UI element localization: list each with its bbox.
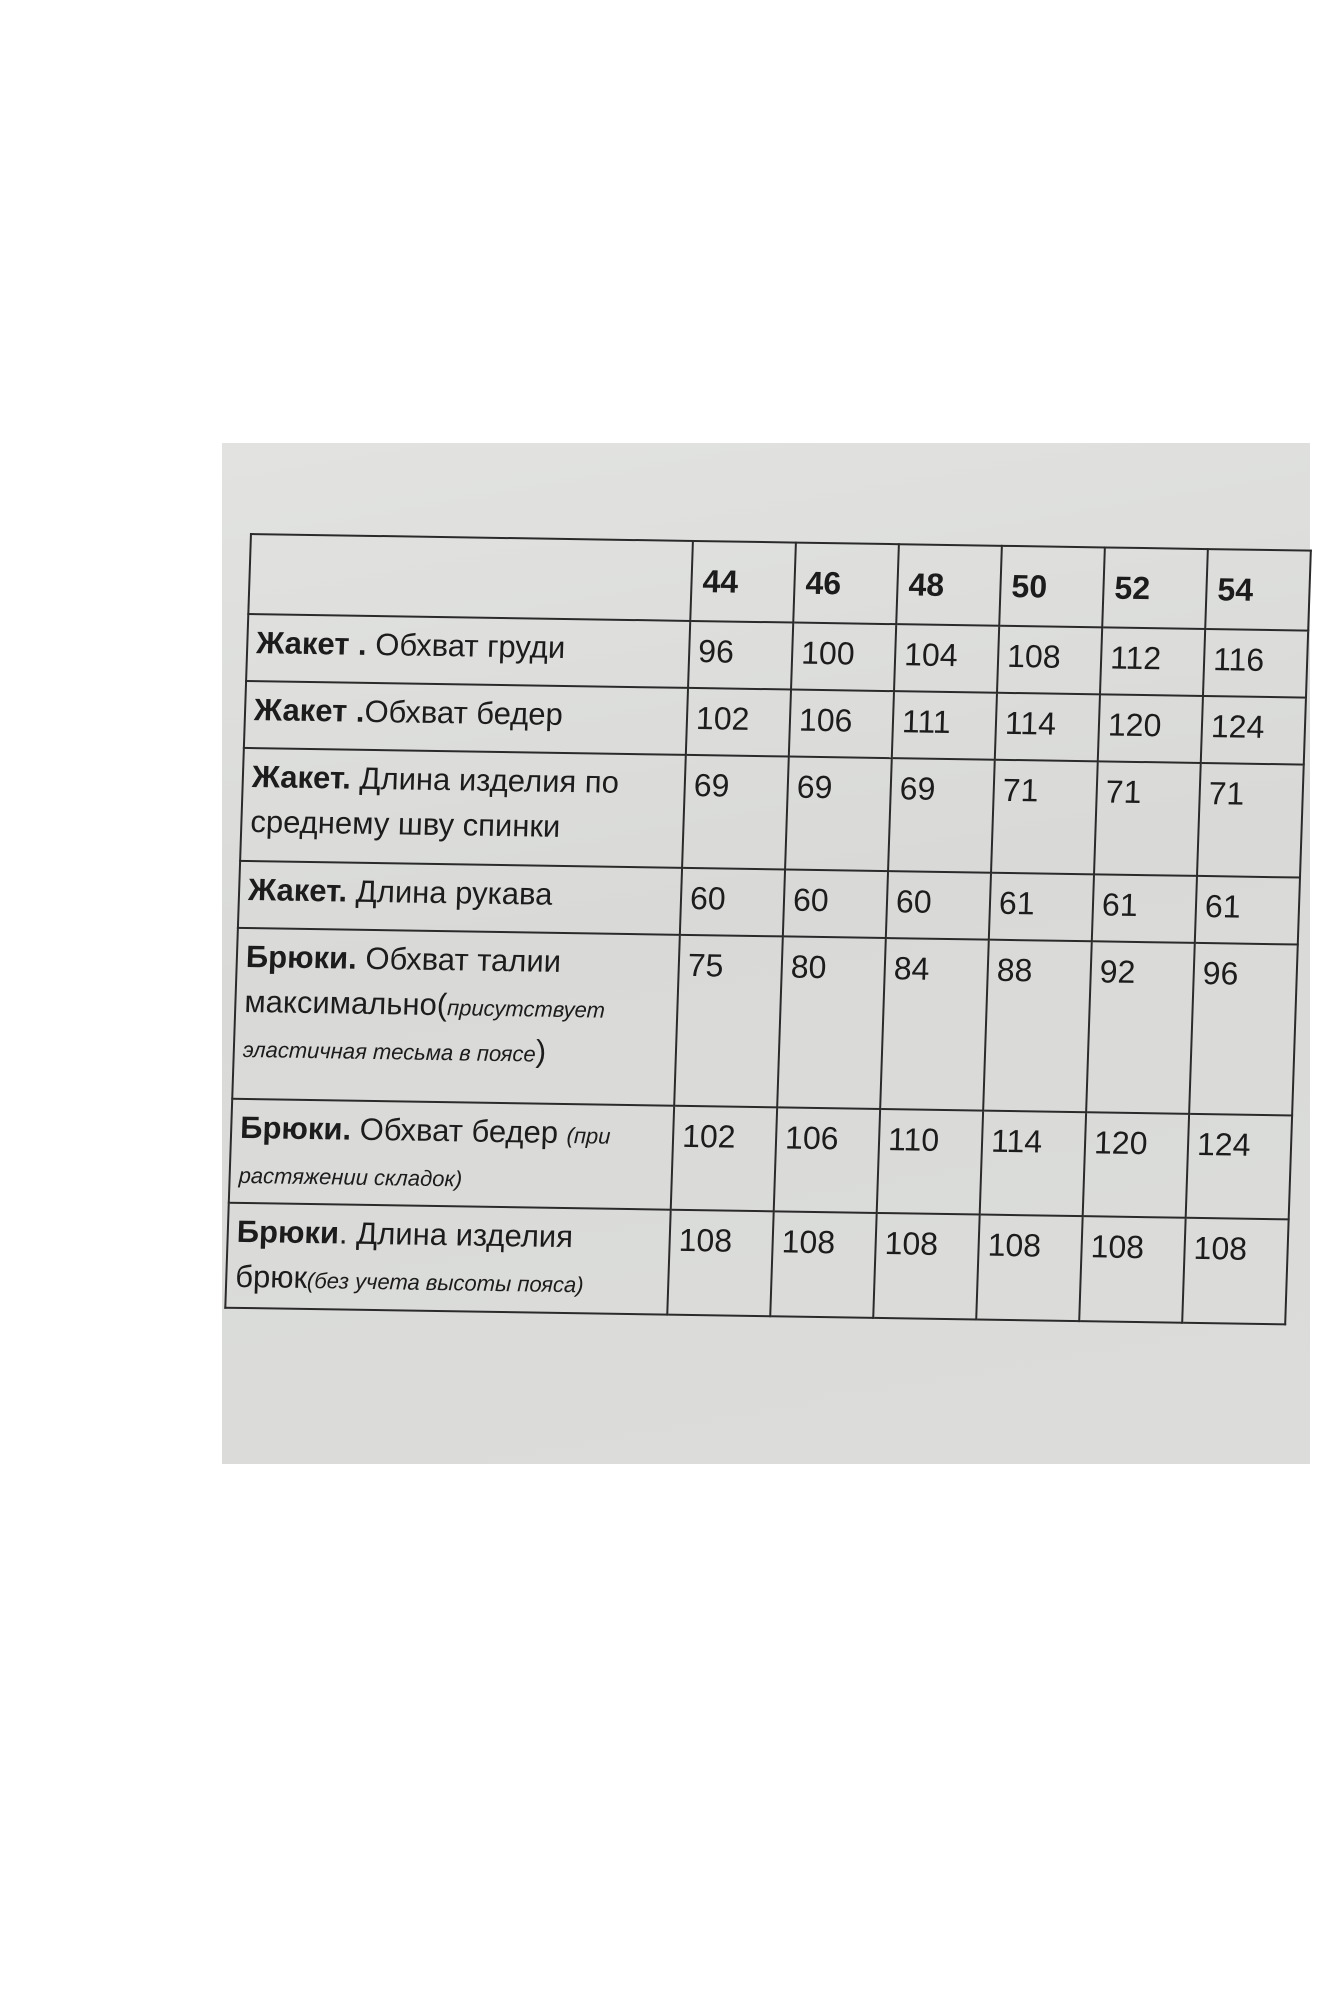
measurement-text: Обхват бедер	[363, 693, 564, 732]
value-cell: 69	[682, 754, 789, 870]
measurement-label: Жакет. Длина рукава	[237, 860, 683, 935]
garment-name: Брюки.	[239, 1109, 352, 1147]
measurement-label: Жакет .Обхват бедер	[243, 680, 689, 755]
value-cell: 71	[991, 759, 1098, 875]
value-cell: 61	[988, 872, 1095, 942]
value-cell: 71	[1197, 762, 1304, 878]
value-cell: 96	[1189, 942, 1298, 1116]
value-cell: 102	[670, 1105, 778, 1212]
value-cell: 60	[679, 867, 786, 937]
value-cell: 61	[1091, 874, 1198, 943]
value-cell: 100	[791, 622, 897, 692]
value-cell: 106	[788, 689, 895, 759]
value-cell: 108	[1182, 1217, 1289, 1325]
measurement-text: Обхват груди	[366, 626, 566, 665]
closing-paren: )	[535, 1033, 547, 1069]
value-cell: 69	[888, 758, 995, 873]
size-table: 44 46 48 50 52 54 Жакет . Обхват груди 96…	[224, 533, 1312, 1325]
table-row: Брюки. Обхват талии максимально(присутст…	[232, 927, 1298, 1116]
value-cell: 110	[876, 1108, 984, 1215]
value-cell: 96	[688, 620, 794, 690]
value-cell: 114	[994, 692, 1100, 762]
garment-name: Жакет.	[247, 872, 348, 909]
header-blank	[248, 534, 693, 621]
measurement-text: Длина рукава	[346, 873, 554, 912]
value-cell: 112	[1099, 627, 1206, 696]
value-cell: 106	[773, 1107, 881, 1213]
table-row: Жакет. Длина изделия по среднему шву спи…	[240, 747, 1304, 878]
size-header: 52	[1102, 547, 1208, 630]
value-cell: 71	[1094, 761, 1201, 876]
value-cell: 92	[1086, 941, 1195, 1114]
measurement-note: (без учета высоты пояса)	[306, 1267, 584, 1298]
value-cell: 88	[983, 939, 1092, 1113]
value-cell: 111	[891, 691, 997, 760]
size-header: 54	[1205, 549, 1311, 631]
size-header: 46	[793, 542, 899, 625]
measurement-label: Брюки. Длина изделия брюк(без учета высо…	[225, 1202, 671, 1315]
size-header: 50	[999, 545, 1105, 628]
value-cell: 124	[1200, 695, 1306, 765]
value-cell: 108	[770, 1211, 877, 1318]
measurement-text: Обхват бедер	[350, 1111, 568, 1151]
value-cell: 108	[667, 1209, 774, 1317]
garment-name: Жакет .	[255, 625, 368, 662]
garment-name: Брюки	[236, 1213, 340, 1251]
value-cell: 114	[979, 1110, 1087, 1217]
value-cell: 84	[880, 938, 989, 1111]
value-cell: 60	[885, 871, 992, 940]
garment-name: Жакет .	[253, 692, 366, 729]
value-cell: 120	[1097, 694, 1203, 763]
table-row: Брюки. Длина изделия брюк(без учета высо…	[225, 1202, 1289, 1325]
measurement-label: Брюки. Обхват талии максимально(присутст…	[232, 927, 680, 1106]
measurement-label: Жакет. Длина изделия по среднему шву спи…	[240, 747, 686, 868]
table-row: Брюки. Обхват бедер (при растяжении скла…	[228, 1098, 1293, 1220]
value-cell: 124	[1185, 1113, 1293, 1220]
value-cell: 75	[674, 934, 783, 1108]
measurement-label: Брюки. Обхват бедер (при растяжении скла…	[228, 1098, 675, 1210]
value-cell: 102	[685, 687, 792, 757]
garment-name: Брюки.	[245, 938, 358, 976]
size-chart-photo	[222, 443, 1310, 1464]
value-cell: 108	[873, 1212, 980, 1320]
value-cell: 69	[785, 756, 892, 872]
value-cell: 116	[1202, 629, 1309, 698]
value-cell: 108	[996, 625, 1103, 695]
size-header: 48	[896, 544, 1002, 626]
value-cell: 60	[782, 869, 889, 939]
measurement-label: Жакет . Обхват груди	[246, 613, 691, 688]
value-cell: 120	[1082, 1112, 1190, 1218]
value-cell: 61	[1194, 875, 1300, 945]
size-header: 44	[690, 540, 796, 623]
garment-name: Жакет.	[251, 759, 352, 796]
value-cell: 108	[1079, 1216, 1186, 1323]
value-cell: 104	[894, 624, 1000, 693]
value-cell: 80	[777, 936, 886, 1109]
value-cell: 108	[976, 1214, 1083, 1321]
